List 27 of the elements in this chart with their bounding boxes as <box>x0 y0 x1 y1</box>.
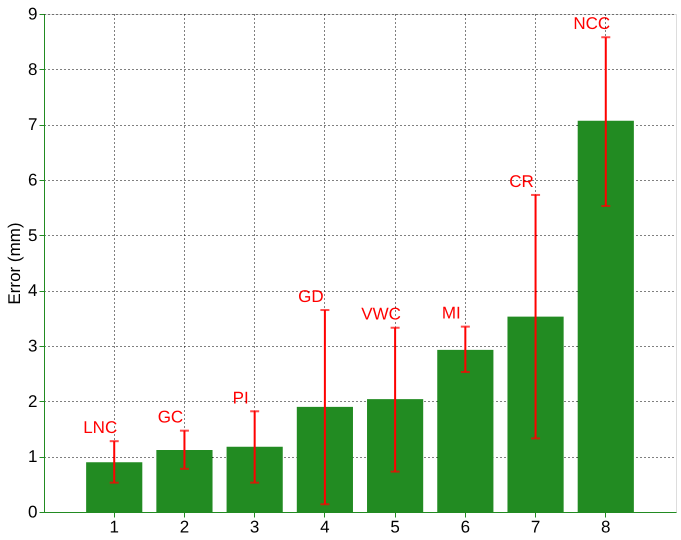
x-tick-label: 8 <box>601 518 611 536</box>
annotation: GD <box>298 287 324 306</box>
y-axis-title: Error (mm) <box>5 222 24 305</box>
y-tick-label: 9 <box>28 4 38 24</box>
x-tick-label: 4 <box>320 518 330 536</box>
x-tick-label: 2 <box>180 518 190 536</box>
y-tick-label: 1 <box>28 447 38 466</box>
annotation: LNC <box>83 418 118 438</box>
y-tick-label: 4 <box>28 281 38 300</box>
annotation: MI <box>442 304 461 323</box>
y-tick-label: 8 <box>28 60 38 79</box>
x-tick-label: 5 <box>390 518 400 536</box>
x-tick-label: 1 <box>109 518 119 536</box>
annotation: VWC <box>361 304 401 324</box>
annotation: NCC <box>573 14 610 34</box>
annotation: CR <box>509 172 534 191</box>
x-tick-label: 7 <box>530 518 540 536</box>
y-tick-label: 5 <box>28 226 38 245</box>
y-tick-label: 7 <box>28 115 38 134</box>
annotation: GC <box>158 408 184 427</box>
y-tick-label: 6 <box>28 170 38 190</box>
y-tick-label: 0 <box>28 502 38 522</box>
x-tick-label: 6 <box>460 518 470 536</box>
y-tick-label: 3 <box>28 336 38 356</box>
x-tick-label: 3 <box>250 518 260 536</box>
y-tick-label: 2 <box>28 392 38 411</box>
annotation: PI <box>232 388 249 408</box>
